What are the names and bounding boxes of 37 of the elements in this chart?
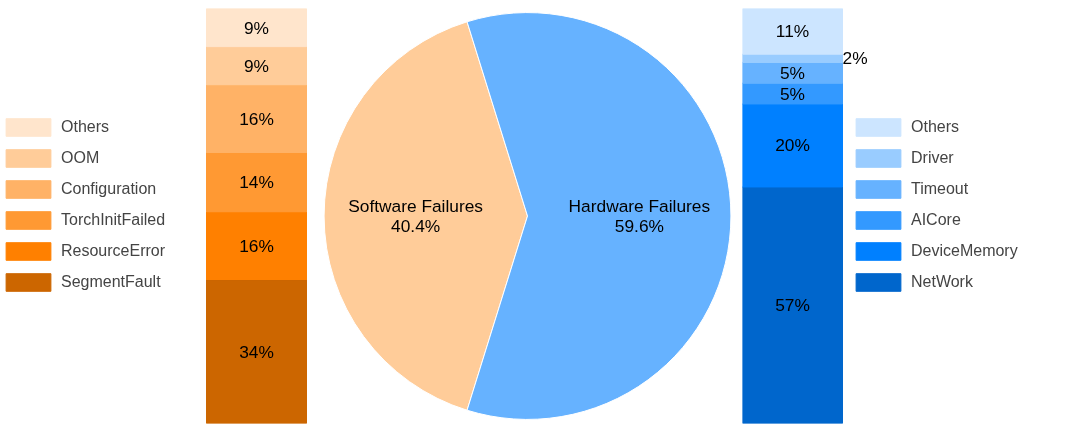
data-label: 5%: [779, 62, 806, 83]
bar: [206, 8, 307, 48]
data-label: 40.4%: [391, 216, 441, 236]
data-label: 11%: [775, 21, 810, 42]
slice-label: Software Failures: [348, 196, 484, 216]
data-label: 16%: [239, 235, 274, 256]
data-label: 14%: [239, 172, 274, 193]
legend-label: NetWork: [911, 273, 973, 291]
data-label: 9%: [243, 17, 270, 38]
data-label: 9%: [243, 55, 270, 76]
bar: [206, 211, 307, 281]
legend-label: TorchInitFailed: [61, 211, 166, 229]
legend-label: Driver: [911, 149, 954, 167]
data-label: 57%: [775, 295, 810, 316]
slice-label: Hardware Failures: [568, 196, 711, 216]
legend-label: OOM: [61, 149, 100, 167]
bar: [206, 151, 307, 213]
bar: [206, 279, 307, 424]
legend-label: DeviceMemory: [911, 242, 1018, 260]
data-label: 5%: [779, 83, 806, 104]
bar: [742, 186, 843, 424]
legend-label: ResourceError: [61, 242, 166, 260]
legend-label: Configuration: [61, 180, 157, 198]
data-label: 34%: [239, 341, 274, 362]
legend-label: Others: [911, 118, 960, 136]
data-label: 20%: [775, 135, 810, 156]
legend-label: Others: [61, 118, 110, 136]
bar: [742, 8, 843, 55]
bar: [206, 84, 307, 153]
legend-label: AICore: [911, 211, 961, 229]
data-label: 16%: [239, 108, 274, 129]
data-label: 59.6%: [614, 216, 664, 236]
legend-label: Timeout: [911, 180, 969, 198]
data-label: 2%: [842, 48, 868, 69]
bar: [206, 46, 307, 86]
bar: [742, 103, 843, 188]
legend-label: SegmentFault: [61, 273, 161, 291]
